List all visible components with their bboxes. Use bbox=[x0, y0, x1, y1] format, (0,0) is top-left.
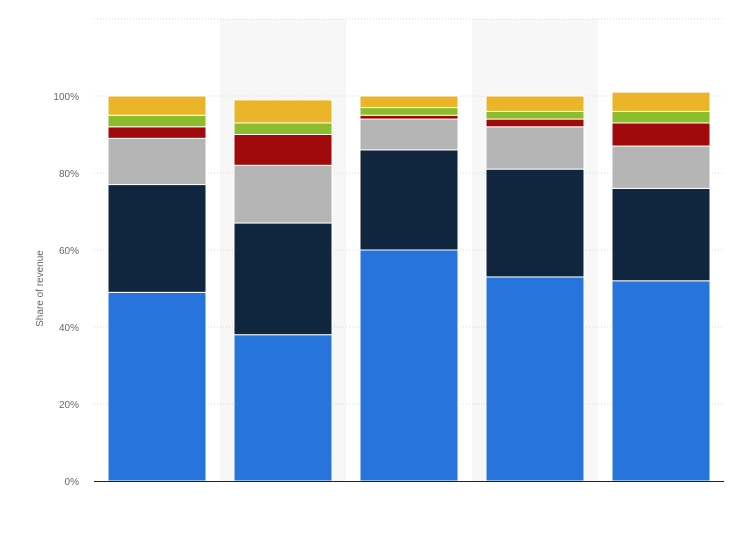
bar-segment[interactable] bbox=[359, 95, 459, 109]
bar-segment[interactable] bbox=[359, 149, 459, 251]
bar-segment[interactable] bbox=[233, 99, 333, 124]
bar-segment[interactable] bbox=[233, 334, 333, 482]
bar-segment[interactable] bbox=[233, 134, 333, 166]
bar-segment[interactable] bbox=[611, 145, 711, 189]
bar-segment[interactable] bbox=[107, 95, 207, 116]
bar-segment[interactable] bbox=[485, 110, 585, 120]
bar-segment[interactable] bbox=[611, 280, 711, 482]
bar-segment[interactable] bbox=[611, 91, 711, 112]
y-axis-ticks: 0% 20% 40% 60% 80% 100% bbox=[53, 92, 79, 488]
bar-segment[interactable] bbox=[359, 114, 459, 120]
y-tick-label: 20% bbox=[59, 400, 79, 411]
y-tick-label: 80% bbox=[59, 169, 79, 180]
bar-segment[interactable] bbox=[485, 276, 585, 482]
bar-segment[interactable] bbox=[233, 122, 333, 135]
bar-segment[interactable] bbox=[611, 122, 711, 147]
bar-segment[interactable] bbox=[485, 118, 585, 128]
bar-segment[interactable] bbox=[107, 126, 207, 139]
bar-segment[interactable] bbox=[485, 95, 585, 112]
bars bbox=[107, 91, 711, 482]
y-tick-label: 0% bbox=[65, 477, 80, 488]
bar-segment[interactable] bbox=[611, 187, 711, 282]
bar-segment[interactable] bbox=[107, 137, 207, 186]
bar-segment[interactable] bbox=[359, 107, 459, 116]
bar-segment[interactable] bbox=[359, 118, 459, 151]
bar-segment[interactable] bbox=[233, 164, 333, 224]
bar-segment[interactable] bbox=[107, 291, 207, 482]
bar-segment[interactable] bbox=[485, 126, 585, 170]
bar-segment[interactable] bbox=[107, 184, 207, 293]
bar-segment[interactable] bbox=[611, 110, 711, 124]
y-tick-label: 60% bbox=[59, 246, 79, 257]
y-axis-title: Share of revenue bbox=[35, 250, 46, 327]
bar-segment[interactable] bbox=[485, 168, 585, 278]
bar-segment[interactable] bbox=[233, 222, 333, 336]
bar-segment[interactable] bbox=[107, 114, 207, 128]
y-tick-label: 40% bbox=[59, 323, 79, 334]
y-tick-label: 100% bbox=[53, 92, 79, 103]
bar-segment[interactable] bbox=[359, 249, 459, 482]
